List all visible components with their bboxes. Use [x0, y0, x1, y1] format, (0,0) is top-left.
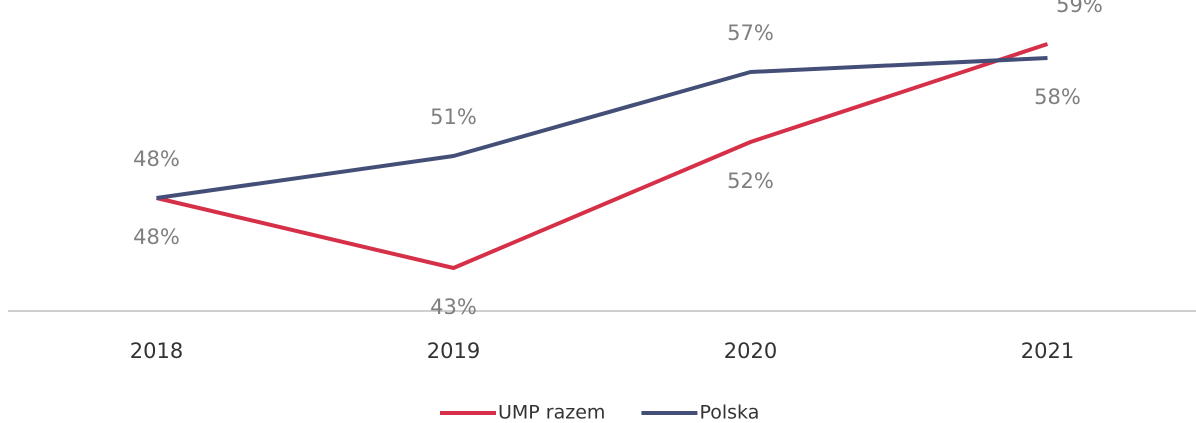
line-series [156, 42, 1049, 270]
x-tick-label: 2020 [724, 339, 777, 363]
data-label: 59% [1056, 0, 1103, 17]
data-label: 48% [133, 147, 180, 171]
x-tick-label: 2019 [427, 339, 480, 363]
data-label: 52% [727, 169, 774, 193]
legend-label: Polska [699, 402, 759, 423]
data-label: 57% [727, 21, 774, 45]
line-series [156, 56, 1048, 200]
data-label: 43% [430, 295, 477, 319]
data-label: 58% [1034, 85, 1081, 109]
data-label: 51% [430, 105, 477, 129]
data-label: 48% [133, 225, 180, 249]
x-tick-label: 2021 [1021, 339, 1074, 363]
x-tick-label: 2018 [130, 339, 183, 363]
legend-label: UMP razem [498, 402, 605, 423]
